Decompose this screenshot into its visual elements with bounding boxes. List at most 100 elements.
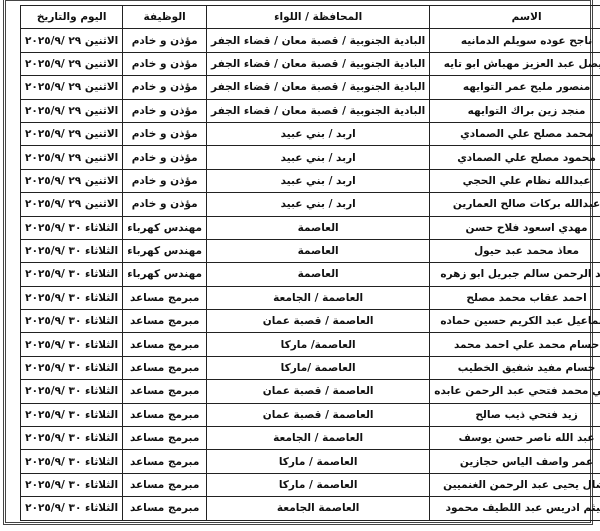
cell-job: مبرمج مساعد <box>122 309 208 334</box>
cell-date: الثلاثاء ٣٠ /٢٠٢٥/٩ <box>19 309 124 334</box>
cell-date: الثلاثاء ٣٠ /٢٠٢٥/٩ <box>19 496 124 521</box>
cell-governorate: العاصمة /ماركا <box>206 355 431 381</box>
cell-governorate: العاصمة <box>206 215 431 240</box>
cell-job: مبرمج مساعد <box>122 379 208 404</box>
cell-governorate: العاصمة / الجامعة <box>206 426 431 451</box>
cell-governorate: العاصمة <box>206 262 431 287</box>
cell-name: حسام مفيد شفيق الخطيب <box>429 355 600 381</box>
table-row: عبد الرحمن سالم جبريل ابو زهره العاصمة مهن… <box>19 262 600 287</box>
cell-job: مؤذن و خادم <box>122 51 208 77</box>
header-governorate: المحافظة / اللواء <box>206 4 431 30</box>
cell-governorate: البادية الجنوبية / قصبة معان / قضاء الجف… <box>206 28 431 53</box>
cell-job: مبرمج مساعد <box>122 332 208 357</box>
table-row: عبدالله نظام علي الحجي اربد / بني عبيد مؤذ… <box>19 168 600 194</box>
table-row: احمد عقاب محمد مصلح العاصمة / الجامعة مبرم… <box>19 285 600 311</box>
table-row: اسماعيل عبد الكريم حسين حماده العاصمة / ق… <box>19 309 600 334</box>
cell-date: الثلاثاء ٣٠ /٢٠٢٥/٩ <box>19 262 124 287</box>
cell-name: حسام محمد علي احمد محمد <box>429 332 600 357</box>
header-date: اليوم والتاريخ <box>19 4 124 30</box>
table-row: زيد فتحي ذيب صالح العاصمة / قصبة عمان مبرم… <box>19 402 600 428</box>
cell-date: الثلاثاء ٣٠ /٢٠٢٥/٩ <box>19 285 124 311</box>
header-job: الوظيفة <box>122 4 208 30</box>
table-row: معاذ محمد عبد حيول العاصمة مهندس كهرباء الث… <box>19 238 600 264</box>
cell-name: معاذ محمد عبد حيول <box>429 238 600 264</box>
cell-governorate: البادية الجنوبية / قصبة معان / قضاء الجف… <box>206 98 431 123</box>
cell-job: مبرمج مساعد <box>122 496 208 521</box>
cell-job: مبرمج مساعد <box>122 285 208 311</box>
table-row: مهدي اسعود فلاح حسن العاصمة مهندس كهرباء ال… <box>19 215 600 240</box>
cell-date: الاثنين ٢٩ /٢٠٢٥/٩ <box>19 98 124 123</box>
cell-job: مؤذن و خادم <box>122 75 208 100</box>
table-row: ناجح عوده سويلم الدمانيه البادية الجنوبية… <box>19 28 600 53</box>
cell-date: الاثنين ٢٩ /٢٠٢٥/٩ <box>19 145 124 170</box>
cell-job: مؤذن و خادم <box>122 121 208 147</box>
cell-name: احمد عقاب محمد مصلح <box>429 285 600 311</box>
table-header-row: الاسم المحافظة / اللواء الوظيفة اليوم وا… <box>19 4 600 30</box>
cell-date: الثلاثاء ٣٠ /٢٠٢٥/٩ <box>19 379 124 404</box>
table-row: هيثم ادريس عبد اللطيف محمود العاصمة الجام… <box>19 496 600 521</box>
table-row: نضال يحيى عبد الرحمن الغنميين العاصمة / م… <box>19 472 600 498</box>
cell-name: اسماعيل عبد الكريم حسين حماده <box>429 309 600 334</box>
cell-job: مبرمج مساعد <box>122 355 208 381</box>
cell-governorate: العاصمة / ماركا <box>206 472 431 498</box>
cell-job: مبرمج مساعد <box>122 426 208 451</box>
cell-governorate: العاصمة / الجامعة <box>206 285 431 311</box>
cell-date: الثلاثاء ٣٠ /٢٠٢٥/٩ <box>19 449 124 474</box>
cell-name: فيصل عبد العزيز مهباش ابو تايه <box>429 51 600 77</box>
cell-date: الثلاثاء ٣٠ /٢٠٢٥/٩ <box>19 426 124 451</box>
cell-job: مؤذن و خادم <box>122 28 208 53</box>
cell-job: مؤذن و خادم <box>122 98 208 123</box>
cell-name: مهدي اسعود فلاح حسن <box>429 215 600 240</box>
cell-governorate: اربد / بني عبيد <box>206 145 431 170</box>
cell-governorate: العاصمة / قصبة عمان <box>206 309 431 334</box>
cell-name: منصور مليح عمر التوايهه <box>429 75 600 100</box>
cell-governorate: اربد / بني عبيد <box>206 121 431 147</box>
table-row: منصور مليح عمر التوايهه البادية الجنوبية … <box>19 75 600 100</box>
cell-governorate: العاصمة / ماركا <box>206 449 431 474</box>
table-row: عبدالله بركات صالح العمارين اربد / بني عب… <box>19 192 600 217</box>
cell-name: نضال يحيى عبد الرحمن الغنميين <box>429 472 600 498</box>
cell-date: الثلاثاء ٣٠ /٢٠٢٥/٩ <box>19 215 124 240</box>
cell-job: مبرمج مساعد <box>122 449 208 474</box>
table-row: محمد مصلح علي الصمادي اربد / بني عبيد مؤذن… <box>19 121 600 147</box>
cell-governorate: اربد / بني عبيد <box>206 168 431 194</box>
cell-date: الاثنين ٢٩ /٢٠٢٥/٩ <box>19 75 124 100</box>
cell-governorate: العاصمة/ ماركا <box>206 332 431 357</box>
cell-governorate: البادية الجنوبية / قصبة معان / قضاء الجف… <box>206 51 431 77</box>
cell-job: مبرمج مساعد <box>122 472 208 498</box>
cell-name: عبدالله نظام علي الحجي <box>429 168 600 194</box>
cell-name: ناجح عوده سويلم الدمانيه <box>429 28 600 53</box>
cell-date: الثلاثاء ٣٠ /٢٠٢٥/٩ <box>19 332 124 357</box>
table-row: منجد زين براك التوايهه البادية الجنوبية /… <box>19 98 600 123</box>
cell-job: مبرمج مساعد <box>122 402 208 428</box>
cell-name: زيد فتحي ذيب صالح <box>429 402 600 428</box>
cell-governorate: العاصمة / قصبة عمان <box>206 379 431 404</box>
table-row: محمود مصلح علي الصمادي اربد / بني عبيد مؤذ… <box>19 145 600 170</box>
cell-governorate: العاصمة / قصبة عمان <box>206 402 431 428</box>
cell-date: الثلاثاء ٣٠ /٢٠٢٥/٩ <box>19 355 124 381</box>
cell-name: محمد مصلح علي الصمادي <box>429 121 600 147</box>
cell-date: الاثنين ٢٩ /٢٠٢٥/٩ <box>19 28 124 53</box>
cell-name: عمر واصف الياس حجازين <box>429 449 600 474</box>
table-row: حسام محمد علي احمد محمد العاصمة/ ماركا مبر… <box>19 332 600 357</box>
cell-job: مؤذن و خادم <box>122 168 208 194</box>
table-row: حسام مفيد شفيق الخطيب العاصمة /ماركا مبرمج… <box>19 355 600 381</box>
cell-date: الاثنين ٢٩ /٢٠٢٥/٩ <box>19 121 124 147</box>
table-row: عبد الله ناصر حسن يوسف العاصمة / الجامعة م… <box>19 426 600 451</box>
cell-job: مؤذن و خادم <box>122 145 208 170</box>
cell-name: محمود مصلح علي الصمادي <box>429 145 600 170</box>
cell-date: الاثنين ٢٩ /٢٠٢٥/٩ <box>19 51 124 77</box>
table-row: فيصل عبد العزيز مهباش ابو تايه البادية ال… <box>19 51 600 77</box>
cell-name: عبدالله بركات صالح العمارين <box>429 192 600 217</box>
cell-governorate: العاصمة الجامعة <box>206 496 431 521</box>
cell-date: الاثنين ٢٩ /٢٠٢٥/٩ <box>19 168 124 194</box>
cell-governorate: العاصمة <box>206 238 431 264</box>
cell-job: مؤذن و خادم <box>122 192 208 217</box>
cell-governorate: اربد / بني عبيد <box>206 192 431 217</box>
cell-job: مهندس كهرباء <box>122 215 208 240</box>
cell-date: الثلاثاء ٣٠ /٢٠٢٥/٩ <box>19 238 124 264</box>
cell-date: الاثنين ٢٩ /٢٠٢٥/٩ <box>19 192 124 217</box>
cell-name: عبد الله ناصر حسن يوسف <box>429 426 600 451</box>
cell-date: الثلاثاء ٣٠ /٢٠٢٥/٩ <box>19 402 124 428</box>
